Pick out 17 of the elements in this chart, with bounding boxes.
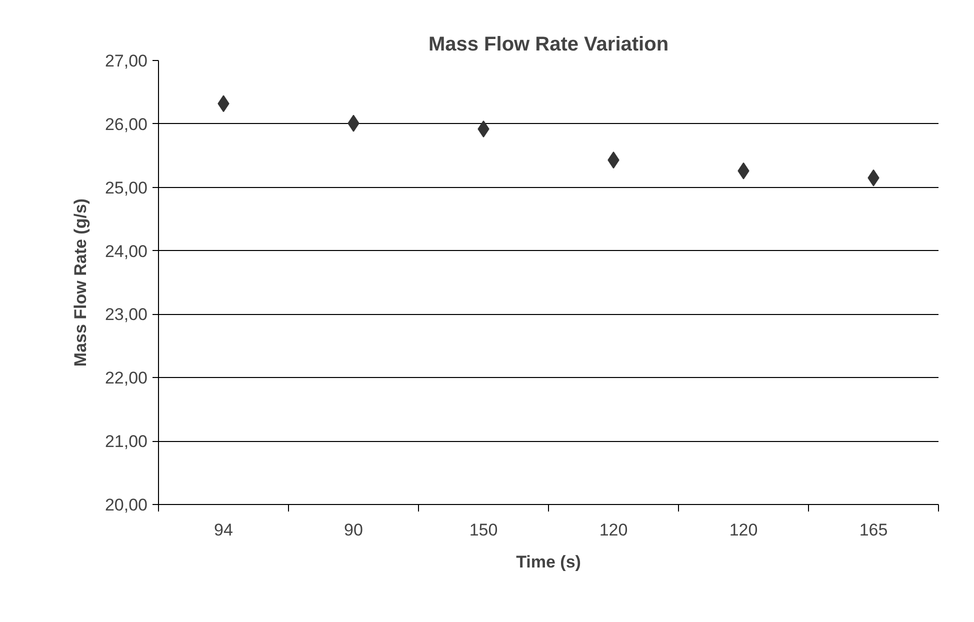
x-tick-label: 90 <box>344 520 363 540</box>
y-axis-title: Mass Flow Rate (g/s) <box>70 198 90 367</box>
y-tick-label: 26,00 <box>104 114 148 134</box>
y-tick-label: 20,00 <box>104 496 148 514</box>
y-tick-label: 22,00 <box>104 368 148 388</box>
x-tick-label: 94 <box>214 520 233 540</box>
x-tick-label: 120 <box>599 520 628 540</box>
x-tick-label: 120 <box>729 520 758 540</box>
x-tick-label: 165 <box>859 520 888 540</box>
y-tick-label: 24,00 <box>104 242 148 261</box>
y-tick-label: 23,00 <box>104 305 148 324</box>
chart-title: Mass Flow Rate Variation <box>428 34 669 56</box>
x-axis-title: Time (s) <box>516 552 581 572</box>
y-tick-label: 21,00 <box>104 432 148 452</box>
y-tick-label: 25,00 <box>104 178 148 198</box>
x-tick-label: 150 <box>469 520 498 540</box>
y-tick-label: 27,00 <box>104 52 148 70</box>
